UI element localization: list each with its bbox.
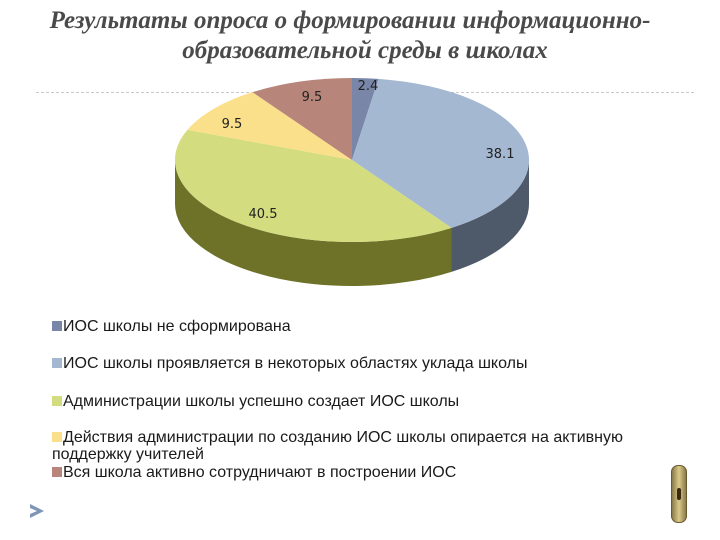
legend-item-4: Действия администрации по созданию ИОС ш… [52, 429, 642, 463]
pie-slice-3 [175, 129, 452, 242]
slide-corner-arrow-icon [30, 504, 44, 518]
legend-item-1: ИОС школы не сформирована [52, 318, 642, 335]
pie-side-2 [451, 160, 529, 272]
legend-swatch-1 [52, 321, 62, 331]
legend-swatch-2 [52, 358, 62, 368]
pie-tops [175, 78, 529, 242]
legend-item-3: Администрации школы успешно создает ИОС … [52, 393, 642, 410]
legend-label-4: Действия администрации по созданию ИОС ш… [52, 429, 624, 463]
legend-swatch-3 [52, 396, 62, 406]
slide-ornament-icon [671, 465, 687, 523]
legend-label-5: Вся школа активно сотрудничают в построе… [63, 464, 457, 481]
pie-slice-2 [352, 78, 529, 228]
legend-label-2: ИОС школы проявляется в некоторых област… [63, 355, 528, 372]
pie-slice-1 [352, 78, 379, 160]
legend-label-3: Администрации школы успешно создает ИОС … [63, 393, 460, 410]
legend-label-1: ИОС школы не сформирована [63, 318, 291, 335]
chart-title: Результаты опроса о формировании информа… [20, 6, 700, 66]
pie-value-label-4: 9.5 [222, 117, 243, 132]
pie-value-label-3: 40.5 [249, 207, 278, 222]
pie-sides [175, 160, 529, 286]
pie-value-label-2: 38.1 [486, 147, 515, 162]
legend-swatch-4 [52, 432, 62, 442]
pie-labels: 2.4 38.1 40.5 9.5 9.5 [222, 79, 515, 222]
legend-swatch-5 [52, 467, 62, 477]
pie-side-3 [175, 160, 452, 286]
pie-slice-5 [252, 78, 352, 160]
legend-item-2: ИОС школы проявляется в некоторых област… [52, 355, 642, 372]
legend-item-5: Вся школа активно сотрудничают в построе… [52, 464, 642, 481]
pie-value-label-1: 2.4 [358, 79, 379, 94]
pie-value-label-5: 9.5 [302, 90, 323, 105]
pie-chart: 2.4 38.1 40.5 9.5 9.5 [175, 78, 529, 286]
chart-title-line-1: Результаты опроса о формировании информа… [49, 7, 651, 34]
pie-slice-4 [187, 92, 352, 160]
chart-title-line-2: образовательной среды в школах [182, 37, 548, 64]
